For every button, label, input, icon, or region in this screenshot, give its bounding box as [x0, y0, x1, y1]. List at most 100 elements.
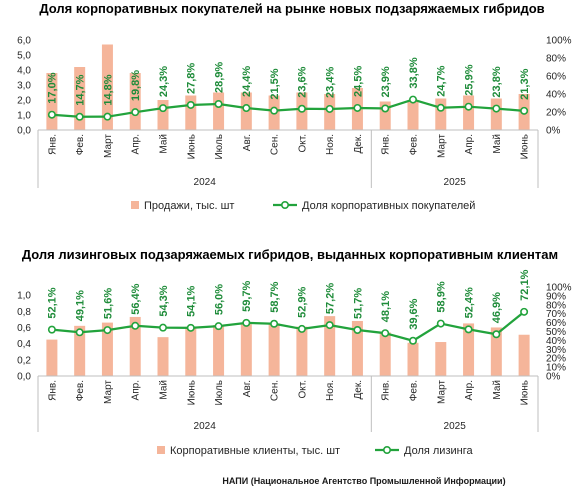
chart-1-bar-15: [435, 98, 447, 130]
chart-1-bar-17: [490, 98, 502, 130]
chart-2-category-label-13: Янв.: [381, 380, 392, 401]
chart-2-point-16: [464, 325, 473, 334]
chart-1-data-label-17: 23,8%: [491, 66, 503, 97]
chart-1-data-label-6: 27,8%: [186, 63, 198, 94]
chart-2-data-label-6: 54,1%: [186, 285, 198, 316]
chart-2-legend-bar-swatch: [157, 446, 165, 454]
chart-1-data-label-7: 28,9%: [213, 62, 225, 93]
chart-2-legend: Корпоративные клиенты, тыс. шт Доля лизи…: [157, 445, 473, 457]
chart-2-point-9: [270, 319, 279, 328]
chart-2-bar-18: [518, 334, 530, 376]
chart-2-data-label-8: 59,7%: [241, 280, 253, 311]
chart-2-right-tick-label-7: 70%: [546, 309, 566, 320]
chart-2-point-11: [325, 321, 334, 330]
chart-1-category-label-2: Фев.: [75, 134, 86, 155]
chart-2-right-tick-label-1: 10%: [546, 363, 566, 374]
chart-1-right-tick-label-3: 60%: [546, 72, 566, 83]
chart-2-right-tick-label-5: 50%: [546, 327, 566, 338]
chart-2-category-label-17: Май: [492, 380, 503, 400]
chart-1-data-label-15: 24,7%: [436, 65, 448, 96]
chart-1-bar-16: [463, 95, 475, 130]
chart-1-category-label-12: Дек.: [353, 134, 364, 154]
chart-2-right-tick-label-3: 30%: [546, 345, 566, 356]
chart-2-category-label-15: Март: [436, 380, 447, 404]
chart-2-point-12: [353, 325, 362, 334]
chart-2-category-label-16: Апр.: [464, 380, 475, 400]
chart-2-category-label-1: Янв.: [47, 380, 58, 401]
chart-1-category-label-6: Июнь: [186, 134, 197, 159]
chart-2-bar-12: [351, 320, 363, 376]
chart-1-point-14: [408, 95, 417, 104]
chart-2-right-tick-label-4: 40%: [546, 336, 566, 347]
chart-2-point-18: [520, 307, 529, 316]
chart-1-point-13: [381, 104, 390, 113]
chart-2-bar-15: [435, 342, 447, 376]
chart-2-category-label-18: Июнь: [520, 380, 531, 405]
chart-1-share-line: [51, 98, 525, 118]
corporate-buyers-chart: Доля корпоративных покупателей на рынке …: [17, 1, 572, 212]
chart-2-point-3: [103, 326, 112, 335]
chart-2-category-labels: Янв. Фев. Март Апр. Май Июнь Июль Авг. Сен. Окт. Н…: [47, 380, 530, 406]
chart-1-data-label-13: 23,9%: [380, 66, 392, 97]
chart-1-legend-marker-icon: [280, 201, 289, 210]
chart-2-title: Доля лизинговых подзаряжаемых гибридов, …: [22, 247, 558, 262]
chart-2-bar-10: [296, 326, 308, 376]
chart-2-bar-5: [157, 337, 169, 376]
chart-1-data-label-8: 24,4%: [241, 66, 253, 97]
chart-2-right-tick-label-9: 90%: [546, 291, 566, 302]
chart-1-category-label-1: Янв.: [47, 134, 58, 155]
chart-1-left-axis: 0,0 1,0 2,0 3,0 4,0 5,0 6,0: [17, 36, 31, 137]
chart-2-point-6: [186, 323, 195, 332]
chart-1-bar-4: [129, 73, 141, 130]
chart-1-category-label-14: Фев.: [409, 134, 420, 155]
chart-2-point-10: [297, 324, 306, 333]
chart-2-category-label-8: Авг.: [242, 380, 253, 397]
chart-2-data-label-11: 57,2%: [325, 283, 337, 314]
chart-1-right-axis: 0% 20% 40% 60% 80% 100%: [546, 36, 572, 137]
chart-1-right-tick-label-0: 0%: [546, 126, 561, 137]
chart-2-data-label-9: 58,7%: [269, 281, 281, 312]
chart-2-category-label-2: Фев.: [75, 380, 86, 401]
chart-2-bar-1: [46, 339, 58, 376]
chart-1-bar-7: [213, 92, 225, 130]
chart-1-legend-bar-swatch: [131, 201, 139, 209]
chart-2-data-label-2: 49,1%: [75, 290, 87, 321]
chart-1-data-label-2: 14,7%: [75, 74, 87, 105]
chart-2-bar-3: [101, 322, 113, 376]
chart-2-line-series: [47, 307, 529, 345]
chart-2-right-tick-label-0: 0%: [546, 372, 561, 383]
chart-1-point-4: [131, 108, 140, 117]
chart-2-point-1: [47, 325, 56, 334]
chart-1-bar-1: [46, 73, 58, 130]
chart-2-year-groups: 2024 2025: [37, 376, 539, 432]
chart-2-legend-label-corporate-clients: Корпоративные клиенты, тыс. шт: [170, 445, 340, 457]
chart-2-legend-label-leasing-share: Доля лизинга: [404, 445, 473, 457]
chart-2-data-label-16: 52,4%: [463, 287, 475, 318]
chart-1-point-1: [47, 110, 56, 119]
chart-1-category-label-5: Май: [159, 134, 170, 154]
chart-2-data-label-3: 51,6%: [102, 288, 114, 319]
chart-2-category-label-6: Июнь: [186, 380, 197, 405]
chart-2-point-13: [381, 329, 390, 338]
chart-2-bar-9: [268, 323, 280, 376]
chart-2-category-label-14: Фев.: [409, 380, 420, 401]
chart-1-data-label-18: 21,3%: [519, 68, 531, 99]
chart-1-category-label-7: Июль: [214, 134, 225, 160]
chart-2-data-label-13: 48,1%: [380, 291, 392, 322]
chart-2-left-tick-label-1: 0,2: [17, 355, 31, 366]
chart-1-category-label-17: Май: [492, 134, 503, 154]
chart-2-data-label-5: 54,3%: [158, 285, 170, 316]
chart-1-left-tick-label-5: 5,0: [17, 51, 31, 62]
chart-1-legend: Продажи, тыс. шт Доля корпоративных поку…: [131, 200, 475, 212]
chart-1-bar-6: [185, 95, 197, 130]
chart-2-data-label-18: 72,1%: [519, 269, 531, 300]
chart-2-category-label-3: Март: [103, 380, 114, 404]
chart-2-bar-7: [213, 325, 225, 376]
chart-1-data-label-3: 14,8%: [102, 74, 114, 105]
chart-2-right-tick-label-6: 60%: [546, 318, 566, 329]
chart-1-point-16: [464, 102, 473, 111]
chart-2-point-8: [242, 318, 251, 327]
chart-1-data-label-14: 33,8%: [408, 57, 420, 88]
chart-1-line-series: [47, 95, 529, 121]
